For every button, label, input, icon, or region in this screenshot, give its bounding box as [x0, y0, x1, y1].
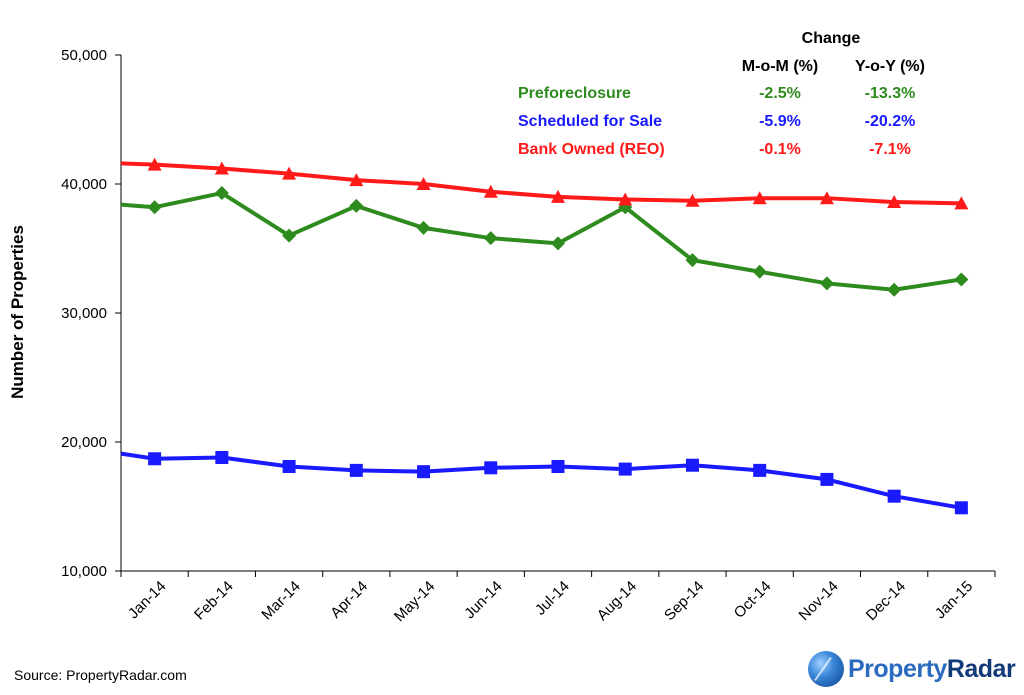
source-note: Source: PropertyRadar.com	[14, 667, 187, 683]
series-layer	[120, 157, 969, 515]
legend-mom-value: -0.1%	[759, 141, 801, 158]
data-point	[349, 463, 363, 477]
data-point	[685, 458, 699, 472]
data-point	[147, 157, 162, 171]
data-point	[752, 264, 767, 279]
data-point	[551, 460, 565, 474]
legend-mom-value: -5.9%	[759, 113, 801, 130]
data-point	[752, 191, 767, 205]
y-tick-label: 20,000	[61, 434, 107, 451]
data-point	[954, 272, 969, 287]
legend-yoy-value: -7.1%	[869, 141, 911, 158]
data-point	[753, 463, 767, 477]
x-tick-label: Feb-14	[191, 578, 237, 624]
series-bank-owned-reo-	[120, 157, 969, 210]
data-point	[282, 228, 297, 243]
x-tick-label: Sep-14	[661, 578, 707, 624]
data-point	[618, 462, 632, 476]
legend-mom-value: -2.5%	[759, 85, 801, 102]
data-point	[483, 184, 498, 198]
data-point	[417, 465, 431, 479]
data-point	[954, 501, 968, 515]
legend-yoy-value: -20.2%	[865, 113, 916, 130]
data-point	[887, 195, 902, 209]
x-axis: Jan-14 Feb-14 Mar-14 Apr-14 May-14 Jun-14 Jul-…	[120, 570, 996, 625]
x-tick-label: Jul-14	[532, 578, 573, 619]
legend-label: Scheduled for Sale	[518, 113, 662, 130]
data-point	[147, 200, 162, 215]
series-preforeclosure	[120, 186, 969, 297]
data-point	[685, 253, 700, 268]
x-tick-label: May-14	[391, 578, 438, 625]
data-point	[954, 196, 969, 210]
legend-label: Bank Owned (REO)	[518, 141, 665, 158]
x-tick-label: Jun-14	[461, 578, 505, 622]
data-point	[416, 177, 431, 190]
y-axis: 10,000 20,000 30,000 40,000 50,000	[61, 47, 122, 580]
series-scheduled-for-sale	[120, 450, 968, 515]
legend-label: Preforeclosure	[518, 85, 631, 102]
data-point	[685, 193, 700, 207]
data-point	[282, 460, 296, 474]
data-point	[618, 192, 633, 206]
legend-col-yoy: Y-o-Y (%)	[855, 58, 925, 75]
legend-yoy-value: -13.3%	[865, 85, 916, 102]
data-point	[214, 161, 229, 175]
data-point	[819, 276, 834, 291]
data-point	[484, 461, 498, 475]
legend-header: Change	[802, 30, 861, 47]
data-point	[887, 282, 902, 297]
x-tick-label: Aug-14	[594, 578, 640, 624]
legend-col-mom: M-o-M (%)	[742, 58, 818, 75]
data-point	[349, 198, 364, 213]
x-tick-label: Jan-15	[932, 578, 976, 622]
data-point	[148, 452, 162, 466]
data-point	[819, 191, 834, 205]
x-tick-label: Jan-14	[125, 578, 169, 622]
data-point	[282, 166, 297, 180]
data-point	[416, 220, 431, 235]
y-tick-label: 40,000	[61, 176, 107, 193]
brand-logo: PropertyRadar	[808, 651, 1016, 687]
x-tick-label: Oct-14	[731, 578, 775, 622]
y-tick-label: 50,000	[61, 47, 107, 64]
data-point	[214, 186, 229, 201]
x-tick-label: Nov-14	[796, 578, 842, 624]
brand-name-part-2: Radar	[946, 654, 1016, 683]
data-point	[483, 231, 498, 246]
data-point	[551, 236, 565, 251]
x-tick-label: Dec-14	[863, 578, 909, 624]
radar-globe-icon	[808, 651, 844, 687]
data-point	[349, 173, 364, 187]
y-axis-label: Number of Properties	[8, 225, 27, 399]
series-line	[120, 451, 962, 510]
x-tick-label: Apr-14	[327, 578, 371, 622]
x-tick-label: Mar-14	[258, 578, 304, 624]
data-point	[887, 489, 901, 503]
series-line	[120, 161, 962, 206]
brand-name: PropertyRadar	[848, 654, 1016, 684]
brand-name-part-1: Property	[848, 654, 947, 683]
data-point	[820, 472, 834, 486]
data-point	[551, 189, 565, 203]
legend: Change M-o-M (%) Y-o-Y (%) Preforeclosur…	[518, 30, 925, 158]
data-point	[215, 450, 229, 464]
series-line	[120, 191, 962, 292]
y-tick-label: 10,000	[61, 563, 107, 580]
y-tick-label: 30,000	[61, 305, 107, 322]
